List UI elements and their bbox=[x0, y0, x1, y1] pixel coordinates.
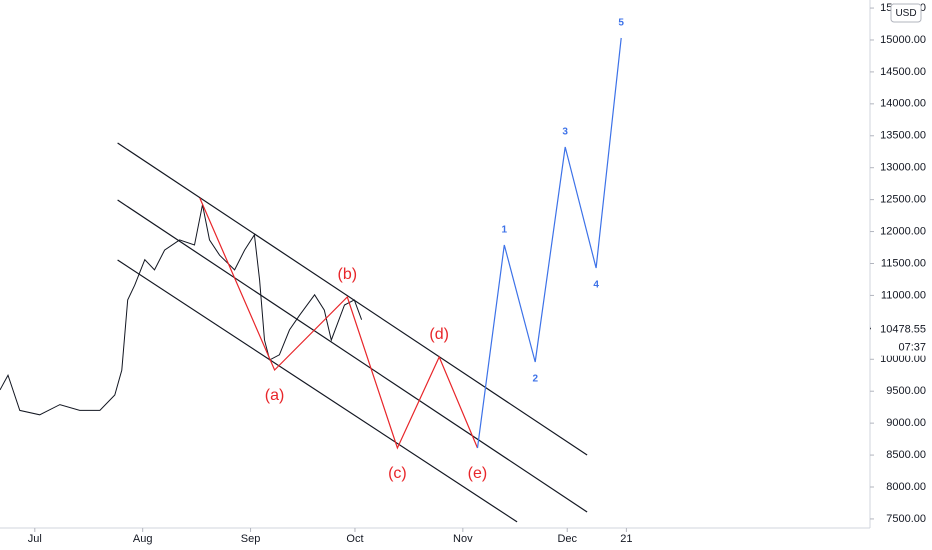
y-tick-label: 11000.00 bbox=[881, 289, 926, 301]
y-tick-label: 14500.00 bbox=[880, 66, 926, 78]
wave-label: 4 bbox=[593, 280, 599, 291]
last-price-label: 10478.55 bbox=[880, 324, 926, 336]
y-tick-label: 11500.00 bbox=[881, 257, 926, 269]
y-tick-label: 8000.00 bbox=[886, 481, 926, 493]
x-tick-label: Dec bbox=[557, 533, 577, 545]
wave-label: (e) bbox=[468, 465, 488, 482]
wave-label: (c) bbox=[388, 465, 407, 482]
price-line bbox=[0, 204, 363, 416]
last-price-box bbox=[871, 319, 932, 356]
wave-label: 1 bbox=[501, 225, 507, 236]
wave-label: 5 bbox=[618, 18, 624, 29]
wave-path bbox=[476, 37, 622, 449]
y-tick-label: 13500.00 bbox=[880, 130, 926, 142]
x-tick-label: Sep bbox=[241, 533, 261, 545]
wave-label: 3 bbox=[562, 127, 568, 138]
y-tick-label: 13000.00 bbox=[880, 162, 926, 174]
currency-label: USD bbox=[895, 8, 916, 19]
y-tick-label: 7500.00 bbox=[886, 513, 926, 525]
y-tick-label: 8500.00 bbox=[886, 449, 926, 461]
y-tick-label: 15000.00 bbox=[880, 34, 926, 46]
y-tick-label: 12000.00 bbox=[880, 225, 926, 237]
x-tick-label: Nov bbox=[453, 533, 473, 545]
y-tick-label: 12500.00 bbox=[880, 194, 926, 206]
y-tick-label: 9000.00 bbox=[886, 417, 926, 429]
wave-path bbox=[199, 197, 479, 450]
wave-label: (d) bbox=[429, 326, 449, 343]
y-tick-label: 9500.00 bbox=[886, 385, 926, 397]
countdown-label: 07:37 bbox=[898, 342, 926, 354]
channel-line bbox=[117, 259, 518, 523]
channel-line bbox=[117, 142, 588, 456]
y-tick-label: 14000.00 bbox=[880, 98, 926, 110]
wave-label: (b) bbox=[338, 266, 358, 283]
x-tick-label: Oct bbox=[346, 533, 363, 545]
y-tick-label: 10000.00 bbox=[880, 353, 926, 365]
x-tick-label: 21 bbox=[620, 533, 632, 545]
x-tick-label: Jul bbox=[28, 533, 42, 545]
currency-box bbox=[890, 3, 922, 23]
x-tick-label: Aug bbox=[133, 533, 153, 545]
wave-label: (a) bbox=[265, 387, 285, 404]
channel-line bbox=[117, 199, 588, 513]
wave-label: 2 bbox=[532, 374, 538, 385]
